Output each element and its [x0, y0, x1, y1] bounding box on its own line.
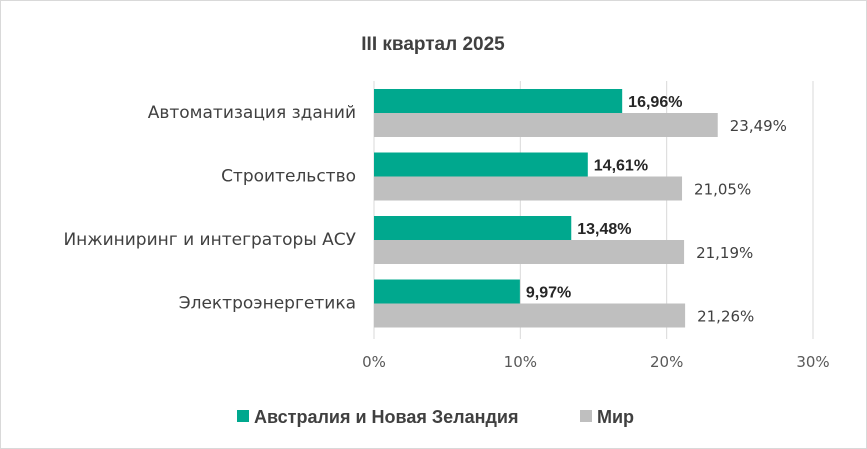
bar-anz: [374, 89, 623, 113]
bar-world: [374, 176, 683, 201]
bar-anz: [374, 152, 588, 177]
bars: 16,96% 23,49% 14,61% 21,05% 13,48% 21,19% 9,97…: [374, 89, 787, 328]
legend-swatch: [237, 410, 249, 422]
data-label-world: 21,26%: [697, 308, 754, 326]
data-label-anz: 13,48%: [577, 221, 631, 238]
data-label-anz: 9,97%: [526, 285, 571, 302]
x-tick-label: 0%: [362, 353, 386, 371]
chart-title: III квартал 2025: [361, 34, 505, 55]
legend-swatch: [580, 410, 592, 422]
bar-anz: [374, 216, 572, 240]
data-label-world: 21,05%: [694, 181, 751, 199]
data-label-anz: 16,96%: [628, 94, 682, 111]
data-label-world: 23,49%: [730, 117, 787, 135]
legend-label: Австралия и Новая Зеландия: [254, 407, 518, 427]
x-tick-label: 10%: [504, 353, 537, 371]
category-label: Строительство: [221, 167, 356, 187]
x-tick-label: 30%: [796, 353, 829, 371]
bar-world: [374, 303, 686, 328]
x-axis-tick-labels: 0% 10% 20% 30%: [362, 353, 830, 371]
data-label-world: 21,19%: [696, 244, 753, 262]
bar-anz: [374, 279, 520, 304]
category-label: Электроэнергетика: [179, 294, 356, 314]
legend-label: Мир: [597, 407, 634, 427]
category-label: Автоматизация зданий: [148, 103, 356, 123]
data-label-anz: 14,61%: [594, 158, 648, 175]
category-label: Инжиниринг и интеграторы АСУ: [63, 230, 356, 250]
bar-world: [374, 113, 718, 137]
category-labels: Автоматизация зданий Строительство Инжинир…: [63, 103, 356, 314]
legend: Австралия и Новая Зеландия Мир: [237, 407, 634, 427]
x-tick-label: 20%: [650, 353, 683, 371]
bar-world: [374, 240, 685, 264]
